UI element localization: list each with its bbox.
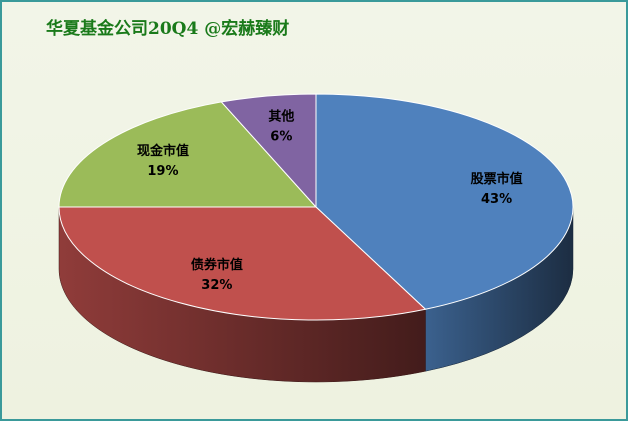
value-label: 43% <box>481 192 512 207</box>
chart-title: 华夏基金公司20Q4 @宏赫臻财 <box>46 18 289 39</box>
slice <box>315 93 574 310</box>
slice <box>58 101 318 208</box>
slice-label: 现金市值 <box>137 143 189 159</box>
slice-label: 股票市值 <box>471 171 523 187</box>
slice-label: 其他 <box>268 109 294 125</box>
pie-tops <box>58 93 574 321</box>
slice <box>220 93 317 209</box>
value-label: 19% <box>147 164 178 179</box>
value-label: 6% <box>270 130 292 145</box>
slice <box>58 206 427 321</box>
labels: 股票市值 43% 债券市值 32% 现金市值 19% 其他 6% <box>137 109 523 294</box>
value-label: 32% <box>201 278 232 293</box>
slice-label: 债券市值 <box>191 257 243 273</box>
